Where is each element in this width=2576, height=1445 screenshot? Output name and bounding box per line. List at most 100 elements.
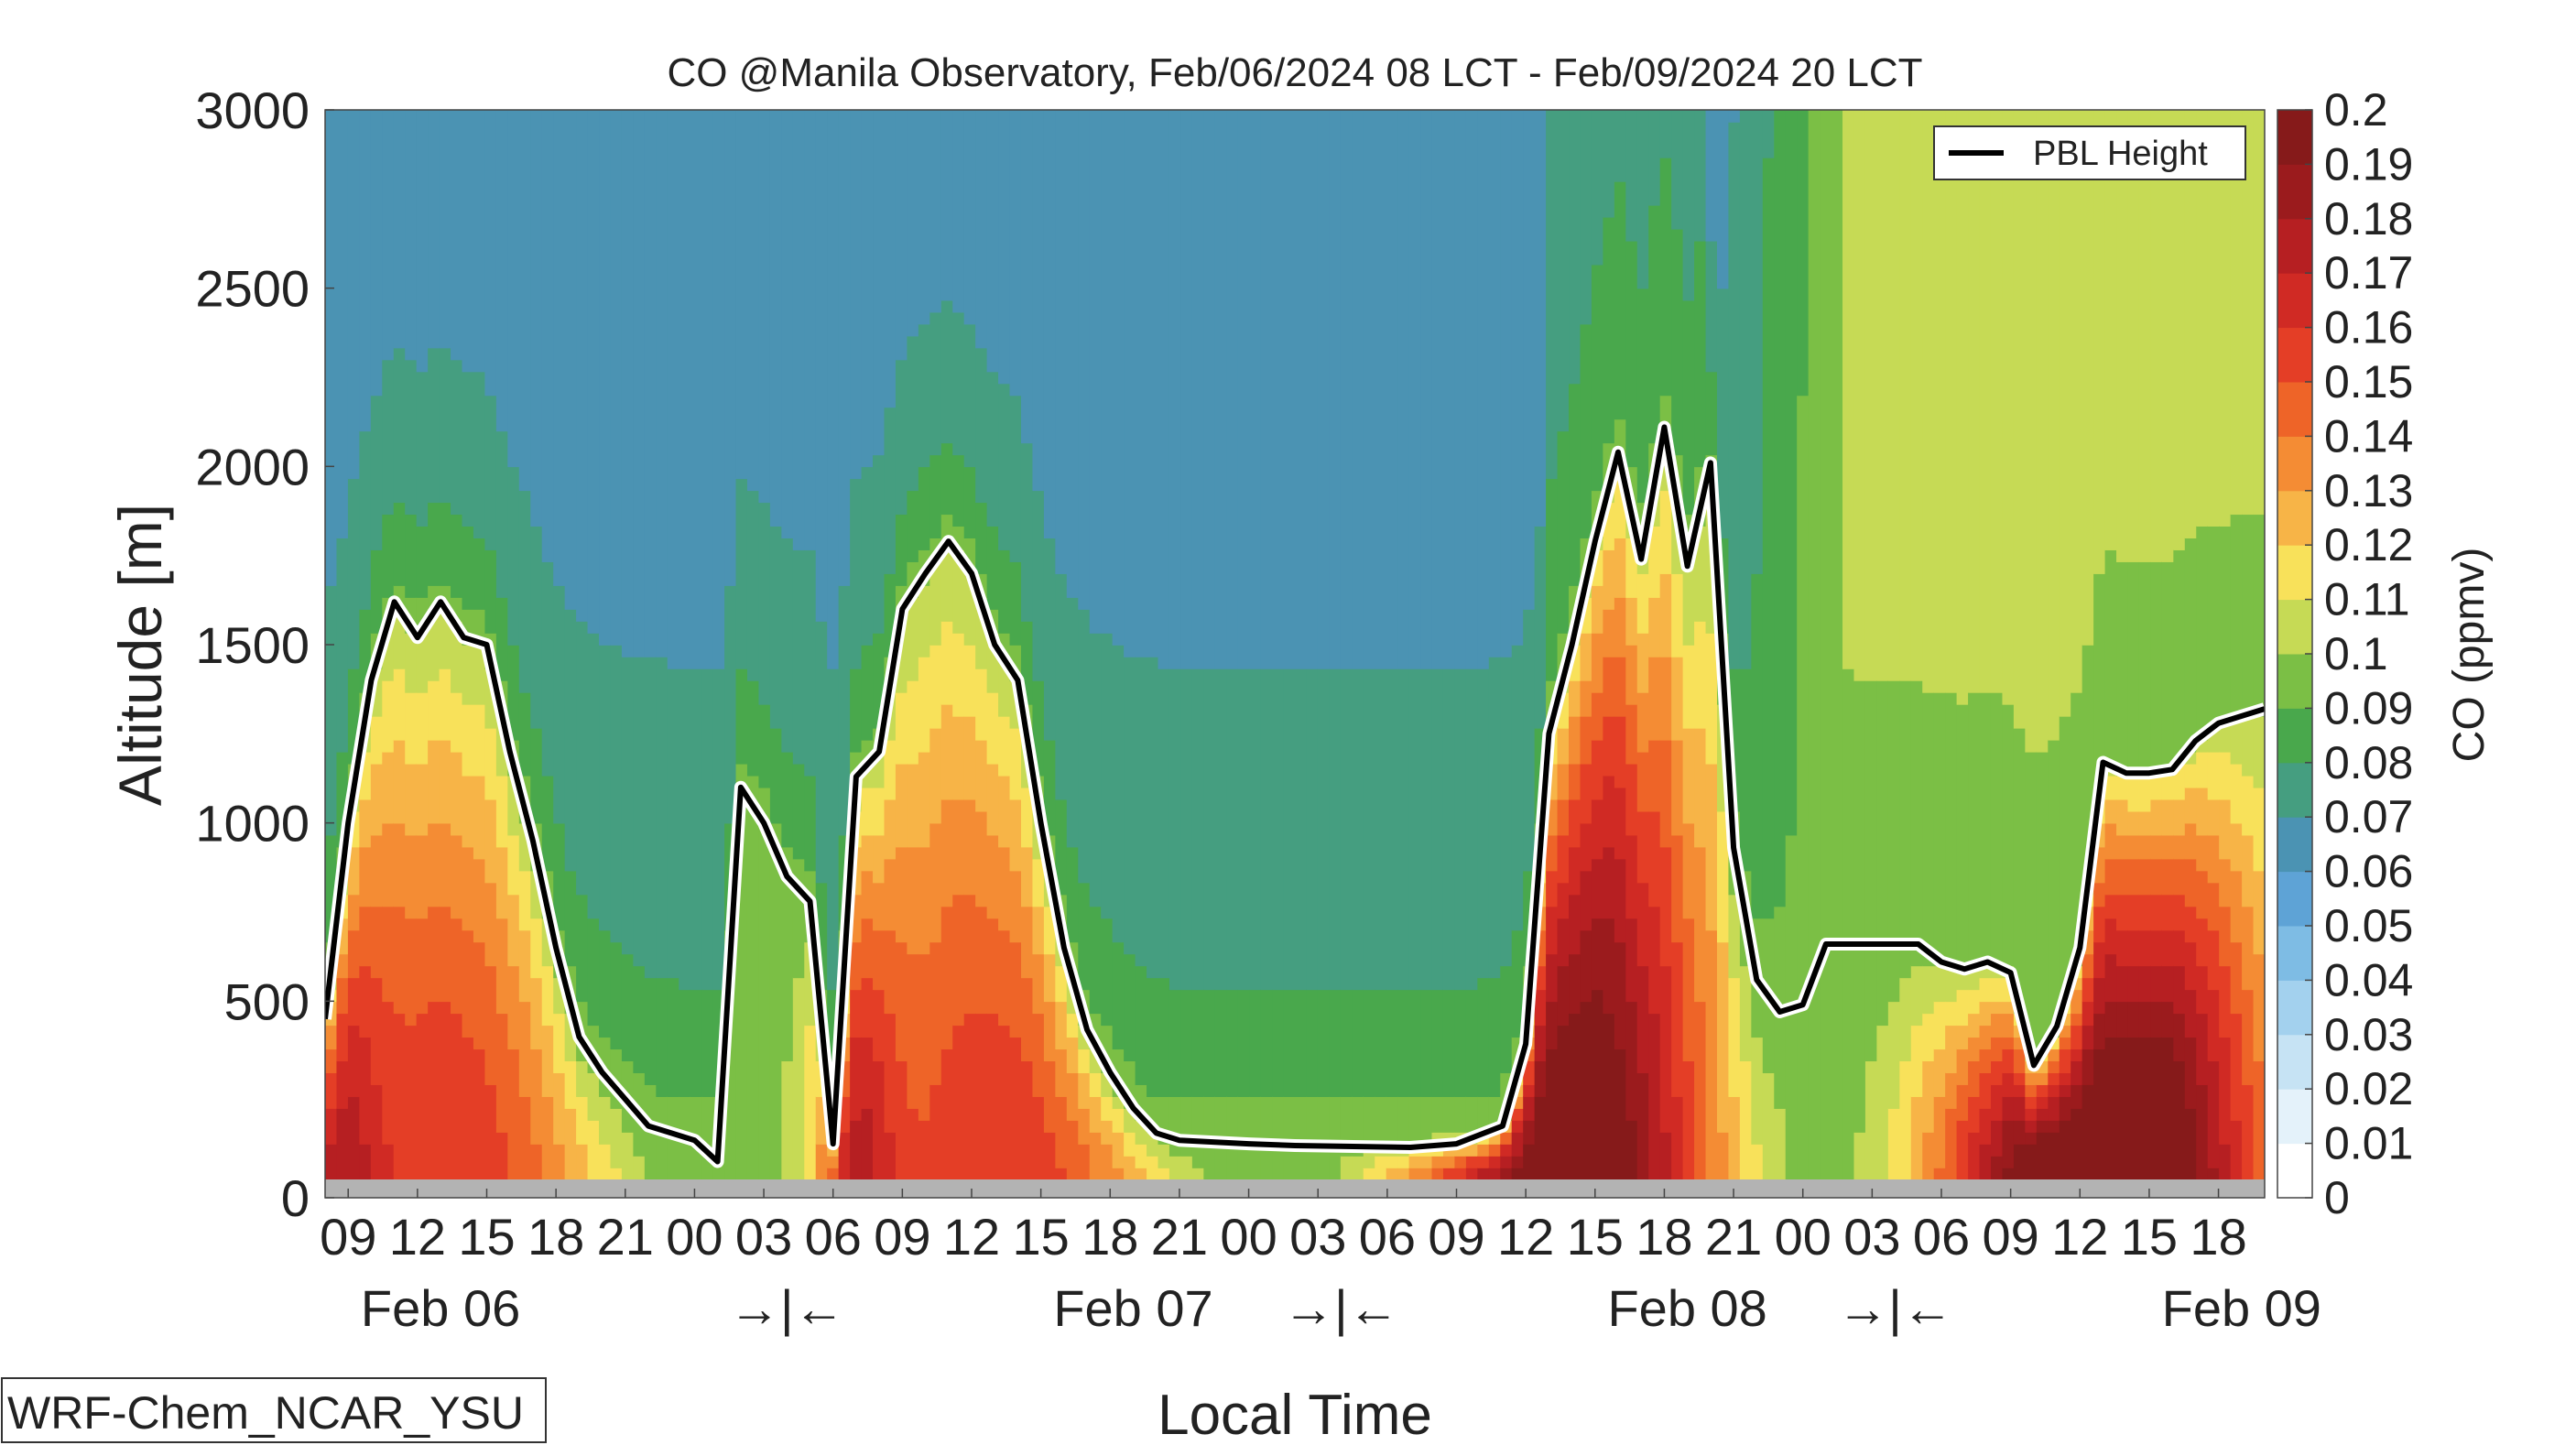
co-field-cell — [382, 822, 395, 907]
co-field-cell — [587, 918, 600, 1027]
co-field-cell — [1442, 110, 1456, 669]
co-field-cell — [1990, 1001, 2004, 1015]
co-field-cell — [1625, 1001, 1638, 1121]
co-field-cell — [929, 454, 942, 538]
co-field-cell — [416, 691, 429, 765]
co-field-cell — [1352, 110, 1364, 669]
co-field-cell — [2048, 1132, 2060, 1179]
co-field-cell — [2138, 894, 2152, 931]
co-field-cell — [1511, 110, 1524, 646]
co-field-cell — [895, 110, 908, 361]
co-field-cell — [1158, 977, 1170, 1097]
co-field-cell — [1820, 110, 1832, 1179]
co-field-cell — [1488, 1168, 1502, 1179]
co-field-cell — [1546, 953, 1559, 1003]
colorbar-swatch — [2277, 218, 2312, 274]
co-field-cell — [1431, 989, 1444, 1097]
co-field-cell — [2253, 1060, 2265, 1179]
co-field-cell — [1135, 1168, 1147, 1179]
co-field-cell — [1408, 989, 1421, 1097]
co-field-cell — [1887, 1108, 1901, 1179]
co-field-cell — [1671, 573, 1684, 657]
co-field-cell — [1020, 977, 1034, 1062]
colorbar-swatch — [2277, 980, 2312, 1036]
co-field-cell — [621, 1132, 635, 1179]
co-field-cell — [1887, 1001, 1901, 1109]
co-field-cell — [462, 645, 474, 705]
co-field-cell — [1488, 977, 1502, 1097]
co-field-cell — [518, 691, 532, 777]
co-field-cell — [1945, 1072, 1958, 1109]
co-field-cell — [382, 1144, 395, 1179]
co-field-cell — [462, 371, 474, 527]
co-field-cell — [2184, 906, 2198, 943]
co-field-cell — [2127, 1037, 2140, 1179]
co-field-cell — [1580, 929, 1592, 1003]
co-field-cell — [1990, 691, 2004, 967]
co-field-cell — [2104, 1001, 2117, 1038]
co-field-cell — [2219, 965, 2232, 1038]
co-field-cell — [1614, 941, 1627, 1050]
co-field-cell — [724, 110, 737, 586]
co-field-cell — [1032, 858, 1045, 907]
co-field-cell — [530, 1144, 543, 1179]
co-field-cell — [1659, 110, 1672, 158]
x-axis: 09 12 15 18 21 00 03 06 09 12 15 18 21 00 03 06 09 12 15 18… — [320, 1189, 2247, 1266]
x-tick-label: 15 — [458, 1208, 515, 1266]
co-field-cell — [1442, 1156, 1456, 1168]
co-field-cell — [2059, 1096, 2071, 1121]
co-field-cell — [416, 633, 429, 693]
co-field-cell — [1055, 1001, 1068, 1050]
co-field-cell — [439, 110, 451, 349]
co-field-cell — [1603, 918, 1615, 1015]
co-field-cell — [769, 727, 783, 824]
co-field-cell — [393, 906, 407, 1015]
co-field-cell — [484, 549, 497, 634]
co-field-cell — [1078, 609, 1091, 884]
co-field-cell — [1546, 478, 1559, 681]
colorbar-swatch — [2277, 273, 2312, 329]
co-field-cell — [576, 1060, 589, 1097]
co-field-cell — [963, 894, 976, 1015]
co-field-cell — [541, 561, 554, 777]
co-field-cell — [918, 953, 931, 1121]
co-field-cell — [1386, 1168, 1398, 1179]
co-field-cell — [2036, 1120, 2049, 1133]
co-field-cell — [2104, 858, 2117, 896]
co-field-cell — [621, 656, 635, 955]
co-field-cell — [2138, 929, 2152, 967]
co-field-cell — [1408, 1168, 1421, 1179]
co-field-cell — [1671, 834, 1684, 943]
co-field-cell — [667, 977, 680, 1097]
co-field-cell — [2081, 977, 2094, 1003]
co-field-cell — [952, 454, 965, 527]
co-field-cell — [2184, 822, 2198, 860]
x-tick-label: 06 — [805, 1208, 862, 1266]
co-field-cell — [1659, 965, 1672, 1133]
colorbar-swatch — [2277, 164, 2312, 220]
co-field-cell — [530, 526, 543, 729]
co-field-cell — [2219, 906, 2232, 967]
co-field-cell — [1614, 180, 1627, 420]
co-field-cell — [2184, 110, 2198, 538]
co-field-cell — [530, 918, 543, 979]
co-field-cell — [1420, 1096, 1433, 1145]
co-field-cell — [952, 894, 965, 1027]
co-field-cell — [2104, 549, 2117, 765]
x-tick-label: 21 — [597, 1208, 654, 1266]
co-field-cell — [1101, 1120, 1114, 1145]
co-field-cell — [2093, 573, 2106, 788]
co-field-cell — [621, 953, 635, 1062]
co-field-cell — [758, 110, 771, 504]
co-field-cell — [347, 110, 361, 480]
co-field-cell — [1625, 763, 1638, 836]
co-field-cell — [382, 514, 395, 598]
co-field-cell — [336, 110, 349, 538]
co-field-cell — [2002, 1168, 2015, 1179]
co-field-cell — [2253, 715, 2265, 788]
co-field-cell — [428, 822, 440, 907]
colorbar-tick-label: 0.1 — [2324, 628, 2388, 679]
co-field-cell — [1716, 288, 1730, 538]
co-field-cell — [2025, 1132, 2038, 1145]
co-field-cell — [918, 585, 931, 657]
